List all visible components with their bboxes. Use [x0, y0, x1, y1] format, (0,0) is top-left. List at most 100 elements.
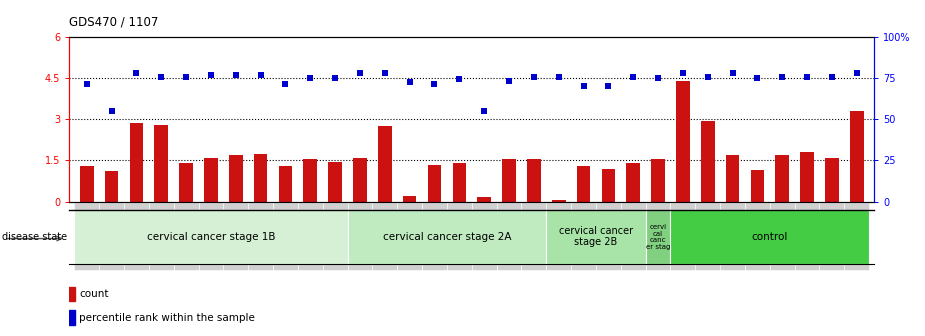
Bar	[105, 171, 118, 202]
Point	[154, 74, 168, 79]
Bar	[174, 202, 199, 270]
Point	[849, 70, 864, 75]
Bar	[402, 196, 416, 202]
Point	[129, 70, 144, 75]
Bar	[676, 81, 690, 202]
Bar	[696, 202, 721, 270]
Bar	[621, 202, 646, 270]
Bar	[576, 166, 590, 202]
Bar	[845, 202, 869, 270]
Point	[501, 78, 516, 84]
Text: control: control	[752, 232, 788, 242]
Point	[750, 76, 765, 81]
Bar	[571, 202, 596, 270]
Text: count: count	[79, 289, 108, 299]
Text: disease state: disease state	[2, 232, 67, 242]
Bar	[229, 155, 242, 202]
Bar	[626, 163, 640, 202]
Point	[650, 76, 665, 81]
Bar	[646, 210, 671, 264]
Point	[228, 73, 243, 78]
Bar	[850, 111, 864, 202]
Bar	[378, 126, 391, 202]
Point	[824, 74, 839, 79]
Bar	[671, 210, 870, 264]
Point	[278, 81, 293, 86]
Bar	[69, 310, 75, 325]
Point	[626, 74, 641, 79]
Bar	[253, 154, 267, 202]
Text: cervical cancer
stage 2B: cervical cancer stage 2B	[559, 226, 633, 248]
Point	[105, 108, 119, 114]
Bar	[99, 202, 124, 270]
Text: cervi
cal
canc
er stag: cervi cal canc er stag	[646, 224, 671, 250]
Text: percentile rank within the sample: percentile rank within the sample	[79, 312, 254, 323]
Bar	[303, 159, 317, 202]
Point	[327, 76, 342, 81]
Bar	[651, 159, 665, 202]
Bar	[721, 202, 745, 270]
Bar	[726, 155, 739, 202]
Bar	[701, 121, 714, 202]
Bar	[373, 202, 397, 270]
Point	[80, 81, 94, 86]
Bar	[527, 159, 541, 202]
Bar	[770, 202, 795, 270]
Bar	[298, 202, 323, 270]
Bar	[248, 202, 273, 270]
Bar	[323, 202, 348, 270]
Point	[179, 74, 193, 79]
Bar	[130, 123, 143, 202]
Point	[576, 84, 591, 89]
Point	[452, 77, 467, 82]
Bar	[497, 202, 522, 270]
Bar	[179, 163, 193, 202]
Bar	[477, 198, 491, 202]
Bar	[447, 202, 472, 270]
Point	[377, 70, 392, 75]
Point	[204, 73, 218, 78]
Bar	[154, 125, 168, 202]
Bar	[278, 166, 292, 202]
Bar	[427, 165, 441, 202]
Point	[427, 81, 442, 86]
Point	[551, 74, 566, 79]
Point	[775, 74, 790, 79]
Point	[402, 80, 417, 85]
Point	[675, 70, 690, 75]
Text: cervical cancer stage 2A: cervical cancer stage 2A	[383, 232, 512, 242]
Bar	[74, 202, 99, 270]
Bar	[502, 159, 516, 202]
Bar	[522, 202, 547, 270]
Bar	[775, 155, 789, 202]
Bar	[671, 202, 696, 270]
Bar	[646, 202, 671, 270]
Text: GDS470 / 1107: GDS470 / 1107	[69, 15, 159, 29]
Point	[799, 74, 815, 79]
Bar	[601, 169, 615, 202]
Point	[253, 73, 268, 78]
Bar	[149, 202, 174, 270]
Bar	[204, 158, 217, 202]
Bar	[328, 162, 342, 202]
Bar	[397, 202, 422, 270]
Bar	[69, 287, 75, 301]
Bar	[348, 210, 547, 264]
Bar	[795, 202, 820, 270]
Bar	[348, 202, 373, 270]
Bar	[74, 210, 348, 264]
Bar	[472, 202, 497, 270]
Text: cervical cancer stage 1B: cervical cancer stage 1B	[147, 232, 276, 242]
Bar	[353, 158, 367, 202]
Point	[700, 74, 715, 79]
Bar	[223, 202, 248, 270]
Point	[476, 108, 491, 114]
Bar	[800, 152, 814, 202]
Bar	[547, 202, 571, 270]
Bar	[552, 200, 565, 202]
Point	[601, 84, 616, 89]
Point	[526, 74, 541, 79]
Bar	[745, 202, 770, 270]
Bar	[820, 202, 845, 270]
Bar	[452, 163, 466, 202]
